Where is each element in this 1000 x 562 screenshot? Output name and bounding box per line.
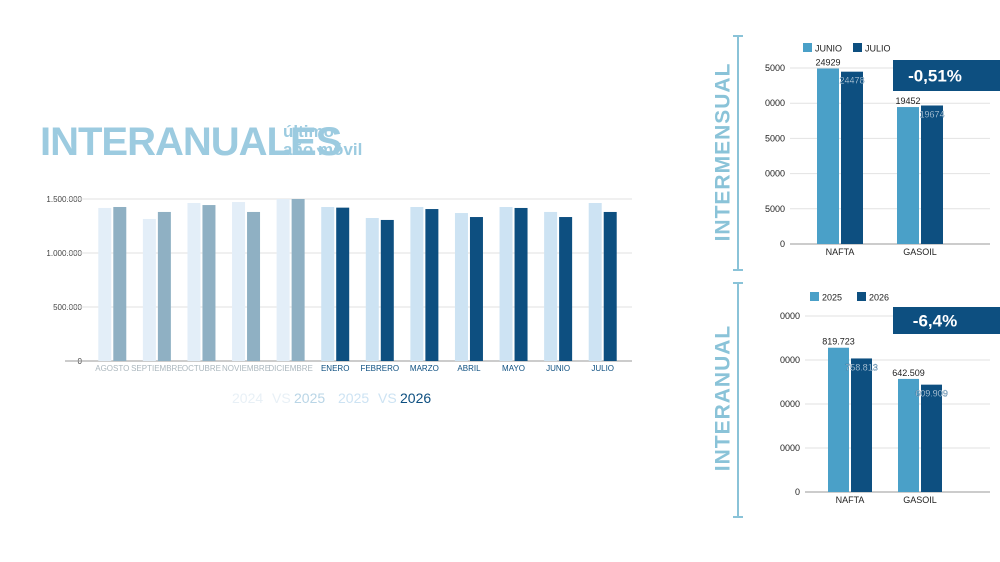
- y-tick-label: 5000: [765, 63, 785, 73]
- y-tick-label: 5000: [765, 204, 785, 214]
- bar: [232, 202, 246, 361]
- legend-swatch: [857, 292, 866, 301]
- legend-label: VS: [272, 390, 291, 406]
- badge-text: -6,4%: [913, 312, 957, 331]
- bar: [157, 211, 171, 361]
- x-tick-label: NOVIEMBRE: [222, 364, 270, 373]
- bar: [425, 209, 439, 361]
- bar: [921, 384, 942, 492]
- badge: [893, 307, 1000, 334]
- x-tick-label: JUNIO: [546, 364, 570, 373]
- bar: [499, 206, 513, 361]
- x-tick-label: NAFTA: [836, 495, 865, 505]
- badge: [893, 60, 1000, 91]
- x-tick-label: GASOIL: [903, 495, 937, 505]
- badge-text: -0,51%: [908, 67, 962, 86]
- bar: [202, 205, 216, 361]
- slide-subtitle: año móvil: [283, 140, 362, 159]
- x-tick-label: AGOSTO: [95, 364, 129, 373]
- bar: [410, 206, 424, 361]
- legend-swatch: [810, 292, 819, 301]
- legend-label: JUNIO: [815, 44, 842, 54]
- legend-label: 2025: [338, 390, 369, 406]
- legend-label: 2024: [232, 390, 263, 406]
- legend-label: 2025: [822, 293, 842, 303]
- x-tick-label: ENERO: [321, 364, 349, 373]
- bar: [291, 199, 305, 361]
- x-tick-label: MAYO: [502, 364, 525, 373]
- y-tick-label: 0000: [765, 98, 785, 108]
- legend-swatch: [803, 43, 812, 52]
- bar: [921, 105, 943, 244]
- bar: [469, 217, 483, 361]
- x-tick-label: DICIEMBRE: [268, 364, 312, 373]
- side-title: INTERANUAL: [712, 325, 735, 472]
- bar: [828, 347, 849, 492]
- bar: [365, 218, 379, 361]
- data-label: 19674: [919, 109, 944, 119]
- y-tick-label: 0: [795, 487, 800, 497]
- legend-label: 2025: [294, 390, 325, 406]
- legend-label: 2026: [400, 390, 431, 406]
- bar: [898, 378, 919, 492]
- bar: [142, 218, 156, 361]
- data-label: 24929: [815, 57, 840, 67]
- x-tick-label: OCTUBRE: [182, 364, 221, 373]
- bar: [247, 211, 261, 361]
- slide-title: INTERANUALES: [40, 120, 342, 164]
- y-tick-label: 0: [780, 239, 785, 249]
- bar: [113, 206, 127, 361]
- x-tick-label: MARZO: [410, 364, 439, 373]
- y-tick-label: 0000: [780, 443, 800, 453]
- x-tick-label: JULIO: [591, 364, 614, 373]
- y-tick-label: 5000: [765, 133, 785, 143]
- y-tick-label: 1.000.000: [46, 249, 82, 258]
- legend-label: 2026: [869, 293, 889, 303]
- bar: [514, 207, 528, 361]
- bar: [544, 211, 558, 361]
- bar: [841, 71, 863, 244]
- bar: [851, 358, 872, 492]
- data-label: 19452: [895, 96, 920, 106]
- bar: [380, 219, 394, 361]
- legend-swatch: [853, 43, 862, 52]
- bar: [588, 202, 602, 361]
- bar: [454, 213, 468, 361]
- bar: [336, 207, 350, 361]
- y-tick-label: 0000: [780, 399, 800, 409]
- x-tick-label: NAFTA: [826, 247, 855, 257]
- data-label: 758.813: [845, 362, 878, 372]
- legend-label: JULIO: [865, 44, 891, 54]
- x-tick-label: GASOIL: [903, 247, 937, 257]
- data-label: 609.909: [915, 389, 948, 399]
- x-tick-label: FEBRERO: [360, 364, 399, 373]
- bar: [98, 207, 112, 361]
- bar: [276, 199, 290, 361]
- slide-subtitle: último: [283, 122, 334, 141]
- legend-label: VS: [378, 390, 397, 406]
- x-tick-label: ABRIL: [457, 364, 481, 373]
- y-tick-label: 0000: [765, 169, 785, 179]
- bar: [187, 202, 201, 361]
- bar: [817, 68, 839, 244]
- y-tick-label: 1.500.000: [46, 195, 82, 204]
- y-tick-label: 0000: [780, 311, 800, 321]
- y-tick-label: 0000: [780, 355, 800, 365]
- side-title: INTERMENSUAL: [712, 63, 735, 242]
- bar: [897, 107, 919, 244]
- bar: [321, 206, 335, 361]
- bar: [603, 211, 617, 361]
- data-label: 24478: [839, 76, 864, 86]
- bar: [559, 217, 573, 361]
- data-label: 642.509: [892, 368, 925, 378]
- x-tick-label: SEPTIEMBRE: [131, 364, 183, 373]
- data-label: 819.723: [822, 337, 855, 347]
